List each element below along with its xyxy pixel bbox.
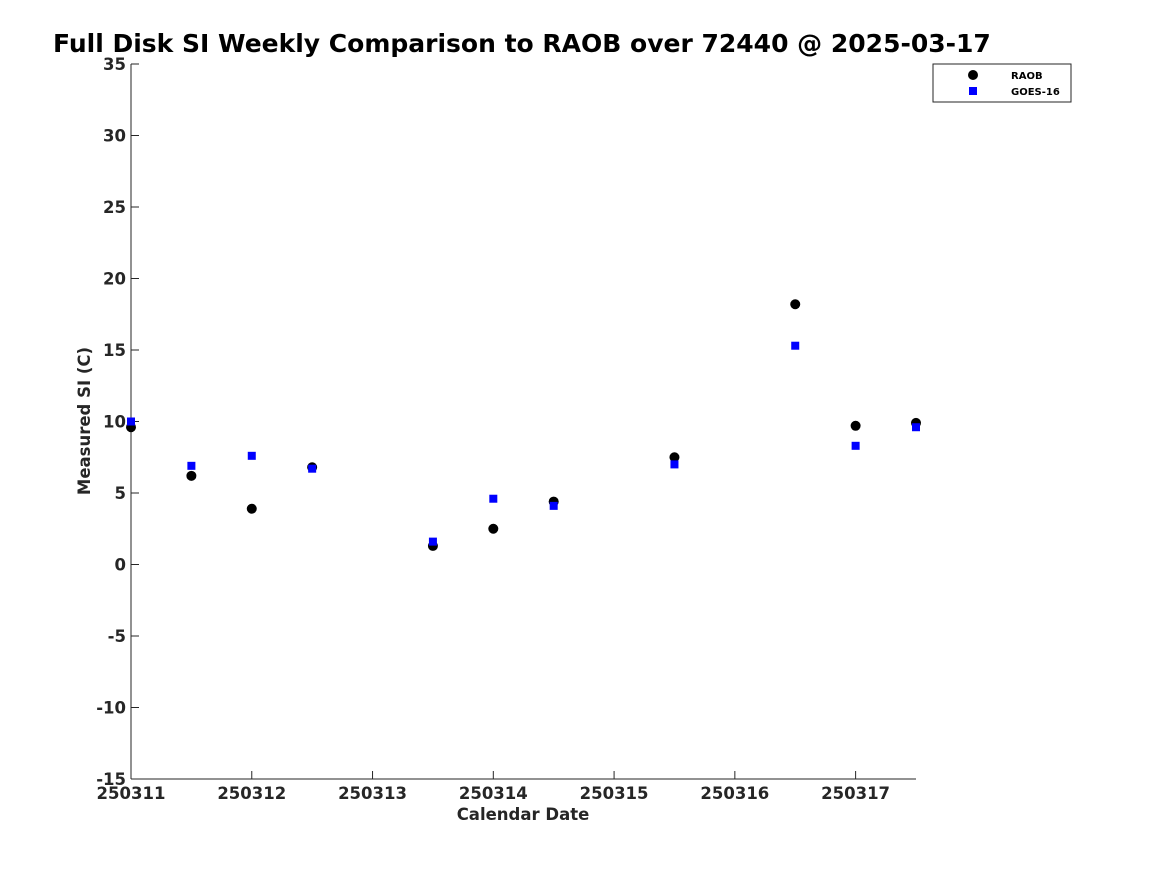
raob-point: [850, 420, 861, 431]
x-tick-label: 250312: [217, 784, 286, 803]
x-tick-label: 250314: [459, 784, 528, 803]
goes-16-point: [549, 501, 558, 510]
goes-16-point: [127, 417, 135, 426]
legend-label: RAOB: [1011, 71, 1043, 82]
y-tick-label: 20: [103, 270, 126, 289]
raob-point: [669, 452, 680, 463]
chart-title: Full Disk SI Weekly Comparison to RAOB o…: [53, 29, 991, 58]
raob-point: [246, 503, 257, 514]
goes-16-point: [247, 451, 256, 460]
goes-16-point: [670, 460, 679, 469]
x-tick-label: 250313: [338, 784, 407, 803]
x-axis-ticks: 250311 250312 250313 250314 250315 250316 2503…: [97, 771, 890, 803]
y-axis-ticks: 35 30 25 20 15 10 5 0 -5 -10 -15: [96, 55, 139, 789]
y-tick-label: -10: [96, 699, 126, 718]
goes-16-point: [791, 341, 800, 350]
x-tick-label: 250311: [97, 784, 166, 803]
goes-16-point: [308, 464, 317, 473]
y-tick-label: 35: [103, 55, 126, 74]
goes-16-point: [489, 494, 498, 503]
goes-16-point: [187, 461, 196, 470]
x-axis-label: Calendar Date: [457, 805, 590, 824]
legend-raob-marker: [968, 70, 978, 80]
y-tick-label: 10: [103, 413, 126, 432]
legend-goes-16-marker: [969, 87, 977, 95]
y-tick-label: 5: [115, 484, 126, 503]
raob-point: [488, 523, 499, 534]
legend-box: [932, 63, 1072, 103]
legend: RAOB GOES-16: [932, 63, 1072, 103]
y-tick-label: 30: [103, 127, 126, 146]
goes-16-point: [912, 423, 920, 432]
data-series: [126, 299, 921, 551]
y-tick-label: 25: [103, 198, 126, 217]
x-tick-label: 250317: [821, 784, 890, 803]
y-tick-label: 15: [103, 341, 126, 360]
x-tick-label: 250315: [580, 784, 649, 803]
series-raob: [126, 299, 921, 551]
raob-point: [186, 470, 197, 481]
legend-label: GOES-16: [1011, 87, 1060, 98]
x-tick-label: 250316: [700, 784, 769, 803]
goes-16-point: [851, 441, 860, 450]
y-tick-label: -15: [96, 770, 126, 789]
y-axis-label: Measured SI (C): [75, 347, 94, 495]
y-tick-label: 0: [115, 556, 126, 575]
raob-point: [790, 299, 801, 310]
goes-16-point: [428, 537, 437, 546]
series-goes-16: [127, 341, 920, 546]
y-tick-label: -5: [108, 627, 126, 646]
plot-axes: [130, 64, 916, 780]
